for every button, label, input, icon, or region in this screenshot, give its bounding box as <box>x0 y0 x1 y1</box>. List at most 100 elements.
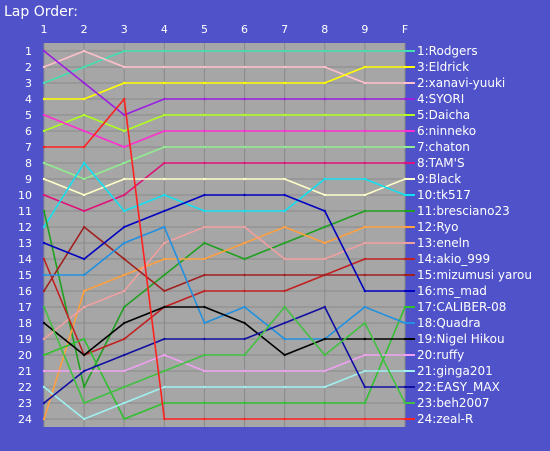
series-point <box>163 193 166 197</box>
series-point <box>363 65 367 69</box>
series-point <box>243 97 246 101</box>
series-point <box>283 257 286 261</box>
series-point <box>363 321 367 325</box>
series-point <box>123 129 126 133</box>
series-point <box>123 289 126 293</box>
series-end-labels: 1:Rodgers 2:xanavi-yuuki 3:Eldrick 4:SYORI 5… <box>405 44 532 426</box>
series-point <box>203 129 206 133</box>
series-point <box>42 193 46 197</box>
series-point <box>243 369 246 373</box>
series-point <box>203 225 206 229</box>
series-point <box>243 321 246 325</box>
y-tick-label: 9 <box>25 173 32 186</box>
y-tick-label: 20 <box>18 349 32 362</box>
series-point <box>323 273 326 277</box>
series-point <box>82 273 86 277</box>
series-point <box>323 193 326 197</box>
series-point <box>283 241 286 245</box>
series-end-label: 8:TAM'S <box>417 156 465 170</box>
series-point <box>163 385 166 389</box>
series-point <box>82 337 86 341</box>
y-tick-label: 14 <box>18 253 32 266</box>
series-point <box>243 385 246 389</box>
series-line <box>43 114 405 148</box>
series-point <box>323 353 326 357</box>
series-point <box>42 209 46 213</box>
series-point <box>203 193 206 197</box>
y-tick-label: 19 <box>18 333 32 346</box>
series-end-label: 6:ninneko <box>417 124 476 138</box>
series-end-label: 5:Daicha <box>417 108 470 122</box>
series-point <box>243 337 246 341</box>
series-point <box>163 65 166 69</box>
series-point <box>243 129 246 133</box>
y-tick-label: 10 <box>18 189 32 202</box>
series-point <box>283 417 286 421</box>
series-point <box>123 177 126 181</box>
series-point <box>283 209 286 213</box>
series-point <box>363 177 367 181</box>
series-point <box>42 145 46 149</box>
series-point <box>203 65 206 69</box>
series-point <box>82 193 86 197</box>
series-point <box>123 321 126 325</box>
y-tick-label: 1 <box>25 45 32 58</box>
series-point <box>163 241 166 245</box>
series-end-label: 12:Ryo <box>417 220 458 234</box>
series-point <box>42 225 46 229</box>
series-point <box>203 385 206 389</box>
series-point <box>203 145 206 149</box>
series-point <box>163 369 166 373</box>
series-point <box>243 65 246 69</box>
series-point <box>243 401 246 405</box>
series-point <box>363 81 367 85</box>
series-point <box>283 321 286 325</box>
y-tick-label: 22 <box>18 381 32 394</box>
series-point <box>363 113 367 117</box>
series-point <box>243 209 246 213</box>
series-point <box>163 97 166 101</box>
series-point <box>363 241 367 245</box>
series-point <box>323 177 326 181</box>
series-point <box>42 385 46 389</box>
series-end-label: 23:beh2007 <box>417 396 489 410</box>
series-point <box>123 209 126 213</box>
series-point <box>323 161 326 165</box>
series-line <box>44 66 405 100</box>
series-point <box>42 161 46 165</box>
series-point <box>163 353 166 357</box>
series-point <box>363 305 367 309</box>
series-end-label: 10:tk517 <box>417 188 471 202</box>
series-point <box>203 353 206 357</box>
series-point <box>163 81 166 85</box>
series-point <box>323 97 326 101</box>
x-tick-label: 9 <box>361 23 368 36</box>
series-point <box>42 353 46 357</box>
series-point <box>163 113 166 117</box>
y-tick-label: 23 <box>18 397 32 410</box>
series-point <box>283 65 286 69</box>
y-tick-label: 2 <box>25 61 32 74</box>
x-tick-label: F <box>402 23 408 36</box>
series-point <box>82 145 86 149</box>
series-point <box>283 289 286 293</box>
series-point <box>323 113 326 117</box>
series-point <box>283 49 286 53</box>
y-tick-label: 11 <box>18 205 32 218</box>
series-end-label: 13:eneln <box>417 236 470 250</box>
series-point <box>123 193 126 197</box>
series-point <box>163 337 166 341</box>
series-line <box>43 162 406 228</box>
series-end-label: 11:bresciano23 <box>417 204 510 218</box>
series-point <box>123 305 126 309</box>
y-tick-label: 17 <box>18 301 32 314</box>
series-point <box>203 81 206 85</box>
series-point <box>363 49 367 53</box>
series-point <box>203 417 206 421</box>
series-point <box>163 273 166 277</box>
series-point <box>323 385 326 389</box>
series-point <box>163 257 166 261</box>
series-point <box>243 145 246 149</box>
